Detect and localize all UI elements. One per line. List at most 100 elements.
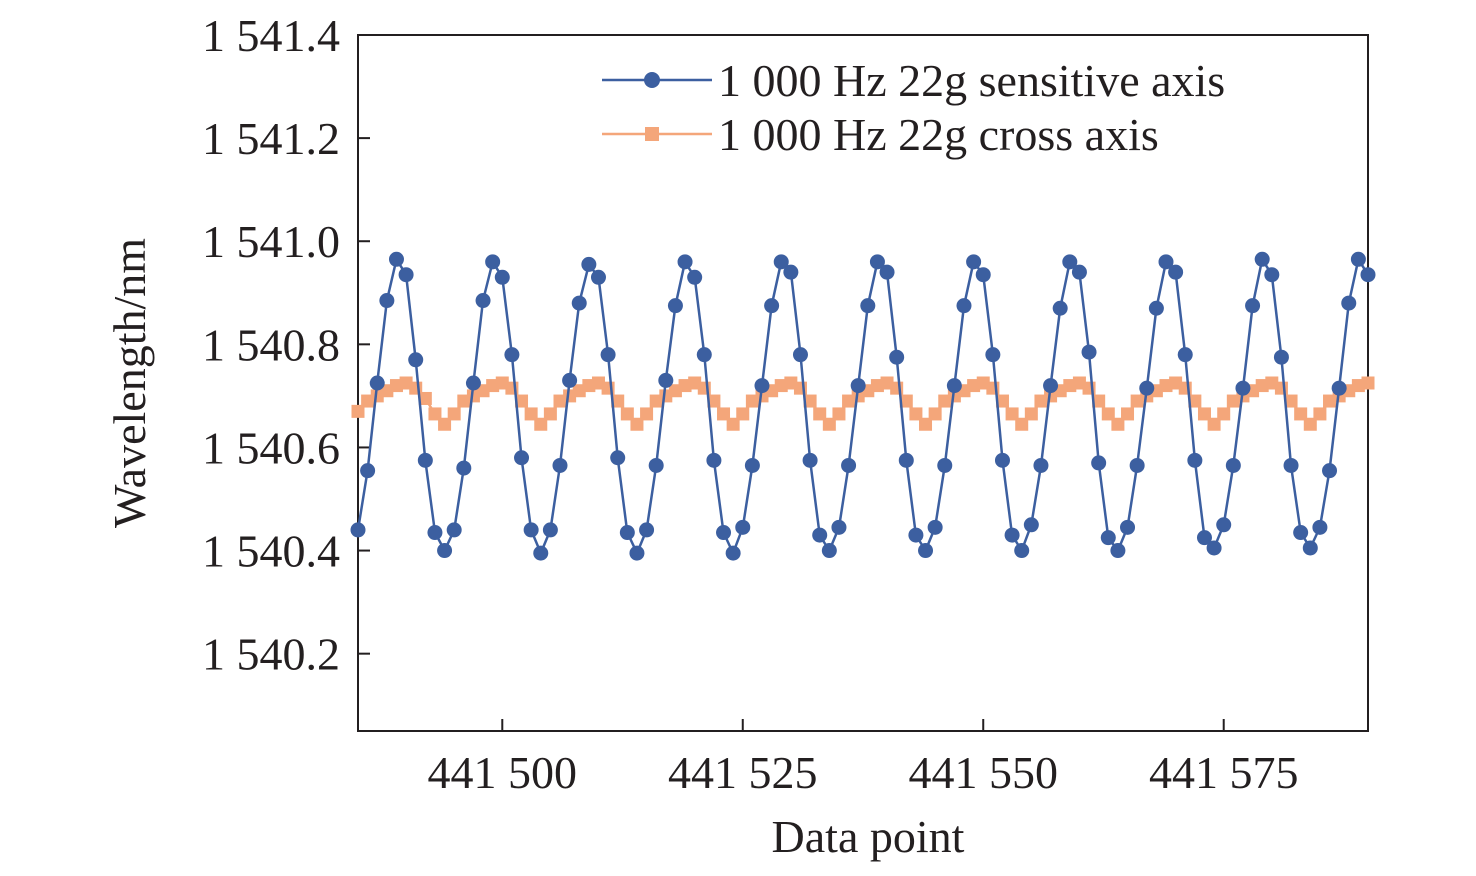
data-point [744, 457, 760, 473]
data-point [995, 394, 1009, 408]
data-point [504, 347, 520, 363]
data-point [1196, 530, 1212, 546]
data-point [1217, 407, 1231, 421]
data-point [465, 375, 481, 391]
y-tick-label: 1 541.2 [202, 113, 340, 164]
data-point [619, 525, 635, 541]
data-point [908, 527, 924, 543]
data-point [1312, 519, 1328, 535]
data-point [956, 298, 972, 314]
data-point [398, 267, 414, 283]
data-point [726, 417, 740, 431]
data-point [677, 254, 693, 270]
data-point [369, 375, 385, 391]
data-point [667, 298, 683, 314]
x-tick-label: 441 575 [1149, 747, 1299, 798]
data-point [1350, 251, 1366, 267]
data-point [764, 298, 780, 314]
data-point [1100, 530, 1116, 546]
y-axis-title: Wavelength/nm [104, 238, 155, 528]
data-point [1148, 300, 1164, 316]
data-point [821, 543, 837, 559]
series-layer [350, 251, 1376, 561]
y-tick-label: 1 541.4 [202, 10, 340, 61]
data-point [1120, 519, 1136, 535]
data-point [1360, 267, 1376, 283]
data-point [717, 407, 731, 421]
data-point [610, 450, 626, 466]
data-point [1206, 540, 1222, 556]
data-point [438, 417, 452, 431]
data-point [600, 347, 616, 363]
data-point [475, 293, 491, 309]
data-point [379, 293, 395, 309]
data-point [1092, 394, 1106, 408]
data-point [1177, 347, 1193, 363]
data-point [707, 394, 721, 408]
data-point [813, 407, 827, 421]
data-point [754, 378, 770, 394]
data-point [1110, 543, 1126, 559]
data-point [620, 407, 634, 421]
data-point [889, 349, 905, 365]
data-point [822, 417, 836, 431]
data-point [687, 269, 703, 285]
legend-label-sensitive: 1 000 Hz 22g sensitive axis [718, 55, 1225, 106]
data-point [1111, 417, 1125, 431]
data-point [975, 267, 991, 283]
y-tick-label: 1 541.0 [202, 216, 340, 267]
data-point [543, 407, 557, 421]
data-point [909, 407, 923, 421]
data-point [927, 519, 943, 535]
data-point [581, 256, 597, 272]
data-point [1014, 543, 1030, 559]
data-point [1168, 264, 1184, 280]
data-point [1284, 394, 1298, 408]
data-point [1033, 457, 1049, 473]
data-point [1264, 267, 1280, 283]
data-point [899, 394, 913, 408]
series-sensitive-axis [350, 251, 1376, 561]
data-point [1121, 407, 1135, 421]
data-point [562, 372, 578, 388]
data-point [1158, 254, 1174, 270]
x-tick-label: 441 550 [908, 747, 1058, 798]
data-point [918, 543, 934, 559]
data-point [1245, 298, 1261, 314]
data-point [1043, 378, 1059, 394]
y-tick-label: 1 540.4 [202, 526, 340, 577]
data-point [898, 452, 914, 468]
data-point [696, 347, 712, 363]
data-point [812, 527, 828, 543]
legend-label-cross: 1 000 Hz 22g cross axis [718, 109, 1159, 160]
data-point [1273, 349, 1289, 365]
data-point [648, 457, 664, 473]
data-point [408, 352, 424, 368]
data-point [735, 519, 751, 535]
data-point [1293, 525, 1309, 541]
data-point [1023, 517, 1039, 533]
y-tick-label: 1 540.6 [202, 422, 340, 473]
data-point [736, 407, 750, 421]
data-point [515, 394, 529, 408]
data-point [1101, 407, 1115, 421]
data-point [1004, 527, 1020, 543]
data-point [928, 407, 942, 421]
x-tick-label: 441 500 [428, 747, 578, 798]
data-point [485, 254, 501, 270]
data-point [350, 522, 366, 538]
data-point [1322, 463, 1338, 479]
y-tick-label: 1 540.2 [202, 629, 340, 680]
data-point [985, 347, 1001, 363]
data-point [533, 545, 549, 561]
series-line [356, 258, 1370, 555]
data-point [447, 407, 461, 421]
data-point [1302, 540, 1318, 556]
data-point [590, 269, 606, 285]
data-point [629, 545, 645, 561]
data-point [1216, 517, 1232, 533]
data-point [1303, 417, 1317, 431]
data-point [869, 254, 885, 270]
data-point [446, 522, 462, 538]
data-point [388, 251, 404, 267]
